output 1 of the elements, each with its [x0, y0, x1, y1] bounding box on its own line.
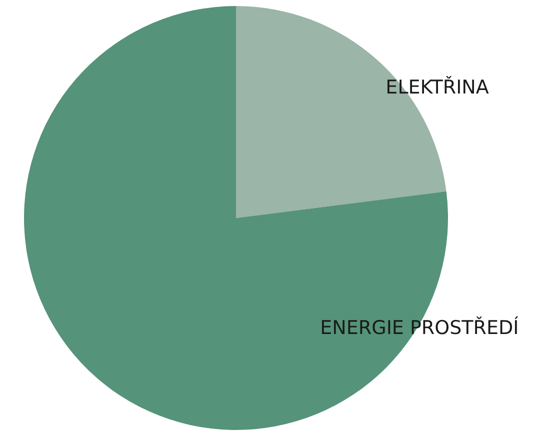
slice-label: ELEKTŘINA — [386, 75, 489, 98]
